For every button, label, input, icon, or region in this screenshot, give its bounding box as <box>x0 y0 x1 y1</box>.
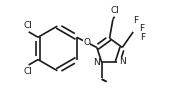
Text: F: F <box>139 24 144 33</box>
Text: Cl: Cl <box>24 66 33 76</box>
Text: Cl: Cl <box>24 21 33 30</box>
Text: F: F <box>140 33 145 42</box>
Text: N: N <box>93 58 100 67</box>
Text: N: N <box>119 57 126 66</box>
Text: F: F <box>133 16 138 25</box>
Text: Cl: Cl <box>111 6 120 15</box>
Text: O: O <box>83 38 90 47</box>
